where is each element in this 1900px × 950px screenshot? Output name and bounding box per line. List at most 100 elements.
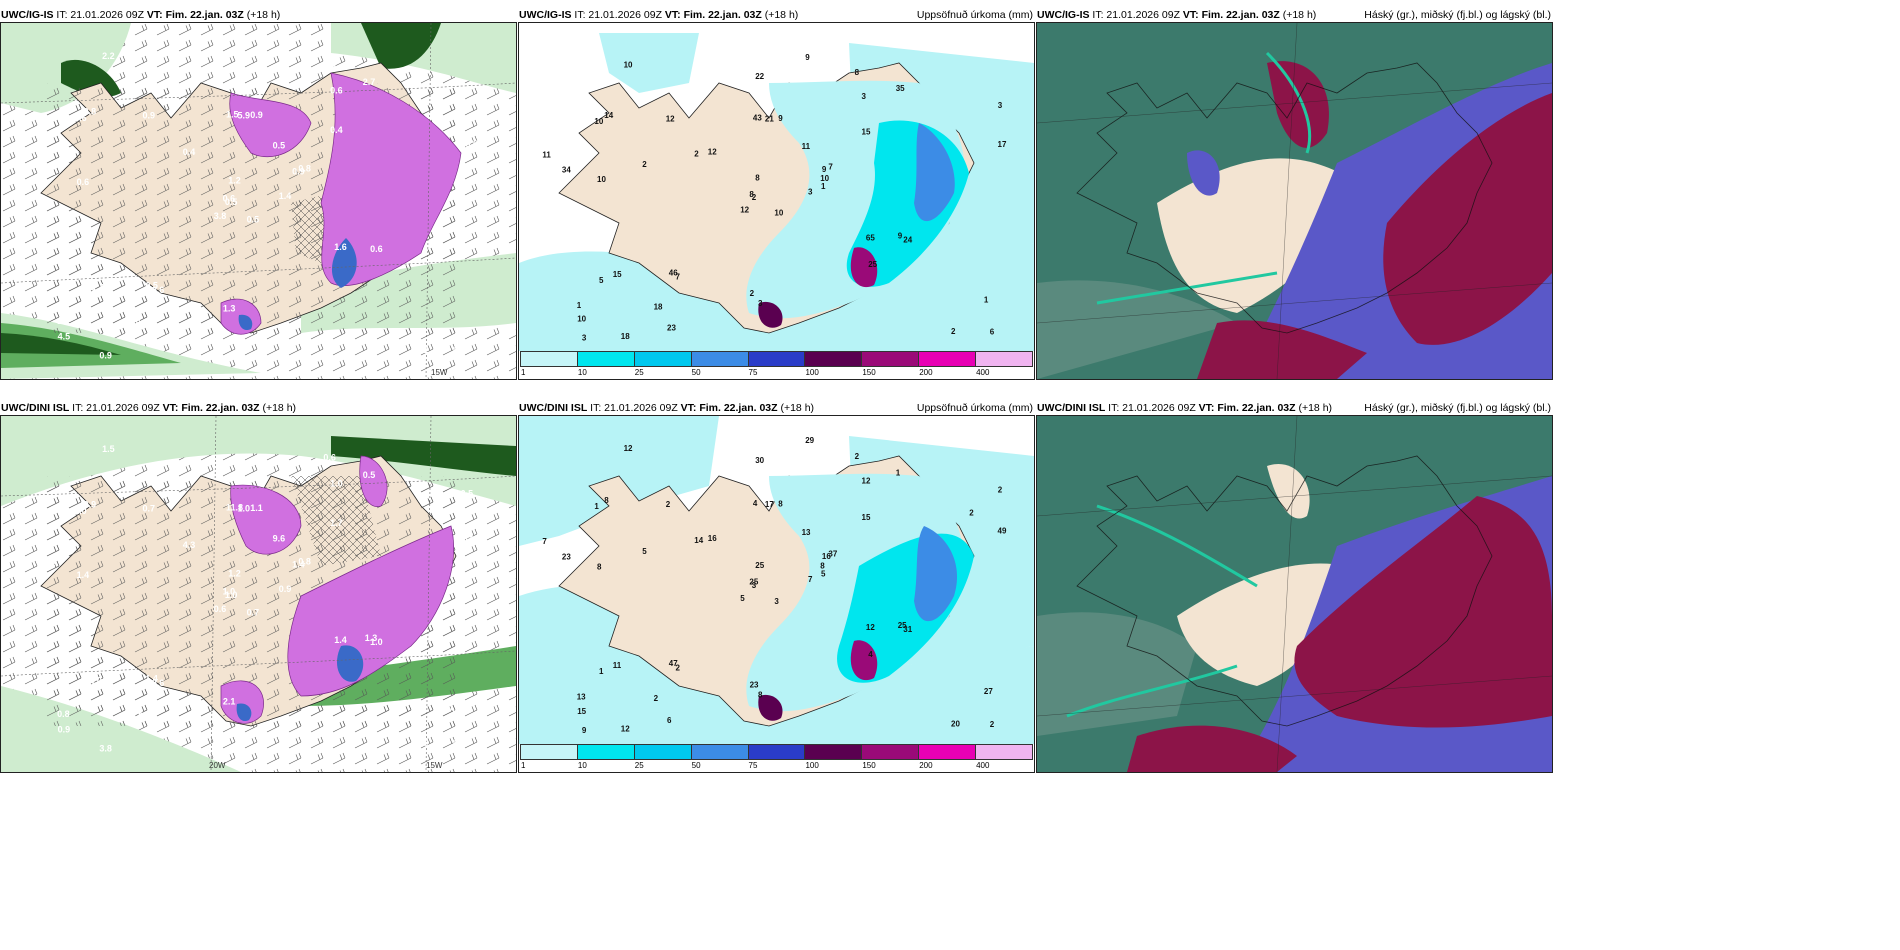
map-value-label: 0.9 <box>143 111 156 121</box>
field-title: Uppsöfnuð úrkoma (mm) <box>916 402 1033 414</box>
field-title: Uppsöfnuð úrkoma (mm) <box>916 9 1033 21</box>
map-value-label: 0.9 <box>99 350 112 360</box>
snow-band-north-dark <box>361 23 441 69</box>
cloud-low-west <box>1037 612 1197 736</box>
map-value-label: 0.5 <box>363 470 376 480</box>
lead-time: (+18 h) <box>780 402 815 414</box>
map-value-label: 2.1 <box>223 696 236 706</box>
map-value-label: 20 <box>951 720 960 729</box>
model-name: UWC/IG-IS <box>519 9 572 21</box>
lead-time: (+18 h) <box>246 9 281 21</box>
map-value-label: 1.5 <box>226 109 239 119</box>
map-value-label: 10 <box>597 175 606 184</box>
colorbar-swatch <box>918 351 977 367</box>
map-value-label: 7 <box>542 537 547 546</box>
cloud-high-south <box>1127 725 1297 772</box>
map-value-label: 9 <box>582 726 587 735</box>
map-value-label: 0.6 <box>370 244 383 254</box>
map-value-label: 30 <box>755 456 764 465</box>
map-value-label: 8 <box>820 561 825 570</box>
colorbar-swatch <box>804 744 863 760</box>
map-value-label: 31 <box>903 625 912 634</box>
map-value-label: 6 <box>667 716 672 725</box>
map-value-label: 0.6 <box>214 604 227 614</box>
map-value-label: 12 <box>862 476 871 485</box>
map-value-label: 1.6 <box>334 242 347 252</box>
map-value-label: 3.8 <box>99 743 112 753</box>
precip-value-labels: 1010219789331061031215184311151210182172… <box>542 53 1007 342</box>
map-value-label: 1.2 <box>228 569 241 579</box>
lead-time: (+18 h) <box>1282 9 1317 21</box>
colorbar-tick: 200 <box>919 761 933 770</box>
panel-header: UWC/DINI ISL IT: 21.01.2026 09Z VT: Fim.… <box>519 401 1033 415</box>
precip-colorbar: 1 10 25 50 75 100 150 200 400 <box>520 351 1033 377</box>
map-value-label: 0.7 <box>247 608 260 618</box>
snow-band-north-dark <box>331 436 516 476</box>
coastline <box>1076 455 1493 727</box>
map-value-label: 0.6 <box>77 177 90 187</box>
map-value-label: 2 <box>676 663 681 672</box>
coastline <box>1076 62 1493 334</box>
map-value-label: 0.5 <box>453 738 466 748</box>
colorbar-tick: 150 <box>862 368 876 377</box>
snow-zone-south <box>220 680 264 724</box>
map-value-label: 4.3 <box>183 540 196 550</box>
map-value-label: 0.6 <box>330 86 343 96</box>
colorbar-swatch <box>520 351 578 367</box>
map-value-label: 23 <box>667 323 676 332</box>
lon-label-20w: 20W <box>209 761 226 770</box>
colorbar-tick: 400 <box>976 368 990 377</box>
init-time: IT: 21.01.2026 09Z <box>1108 402 1196 414</box>
precip-blue-east <box>914 526 958 622</box>
map-value-label: 9 <box>805 53 810 62</box>
colorbar-swatch <box>520 744 578 760</box>
map-value-label: 10 <box>774 209 783 218</box>
map-value-label: 5 <box>740 594 745 603</box>
snow-band-north-light <box>1 416 516 506</box>
map-value-label: 5 <box>642 547 647 556</box>
map-value-label: 47 <box>669 659 678 668</box>
map-value-label: 0.8 <box>43 560 56 570</box>
colorbar-swatch <box>747 351 806 367</box>
map-value-label: 2 <box>752 193 757 202</box>
snow-zone-ne <box>359 455 388 507</box>
map-value-label: 24 <box>903 235 912 244</box>
map-value-label: 5.9 <box>238 111 251 121</box>
init-time: IT: 21.01.2026 09Z <box>56 9 144 21</box>
map-value-label: 1.2 <box>228 64 241 74</box>
map-frame: 10 10 2 1 9 7 8 9 3 3 10 6 10 3 12 15 18 43 11 15 12 10 18 21 7 2… <box>518 22 1035 380</box>
snow-band-mid <box>1 323 181 368</box>
colorbar-tick: 1 <box>521 761 526 770</box>
map-value-label: 0.6 <box>323 453 336 463</box>
map-value-label: 2 <box>855 452 860 461</box>
map-value-label: 4 <box>868 650 873 659</box>
map-value-label: 3 <box>582 333 587 342</box>
map-value-label: 2 <box>642 160 647 169</box>
map-value-label: 12 <box>866 623 875 632</box>
map-value-label: 0.9 <box>447 703 460 713</box>
colorbar-swatch <box>918 744 977 760</box>
map-value-label: 0.6 <box>152 285 165 295</box>
precip-max-south <box>758 694 783 721</box>
map-value-label: 1.5 <box>102 444 115 454</box>
colorbar-swatch <box>861 351 920 367</box>
map-value-label: 8 <box>778 500 783 509</box>
panel-header: UWC/IG-IS IT: 21.01.2026 09Z VT: Fim. 22… <box>1037 8 1551 22</box>
colorbar-tick: 1 <box>521 368 526 377</box>
panel-igis-snow: UWC/IG-IS IT: 21.01.2026 09Z VT: Fim. 22… <box>0 8 517 380</box>
map-value-label: 46 <box>669 268 678 277</box>
colorbar-swatch <box>804 351 863 367</box>
cloud-map <box>1037 416 1552 772</box>
cloud-map <box>1037 23 1552 379</box>
map-value-label: 37 <box>828 550 837 559</box>
model-name: UWC/IG-IS <box>1 9 54 21</box>
glacier-hatch <box>291 476 381 566</box>
map-value-label: 15 <box>577 707 586 716</box>
map-value-label: 2 <box>666 500 671 509</box>
colorbar-tick: 25 <box>634 368 644 377</box>
map-value-label: 65 <box>866 234 875 243</box>
map-value-label: 9 <box>822 165 827 174</box>
map-value-label: 2 <box>969 508 974 517</box>
map-value-label: 14 <box>604 111 613 120</box>
colorbar-swatch <box>690 351 749 367</box>
